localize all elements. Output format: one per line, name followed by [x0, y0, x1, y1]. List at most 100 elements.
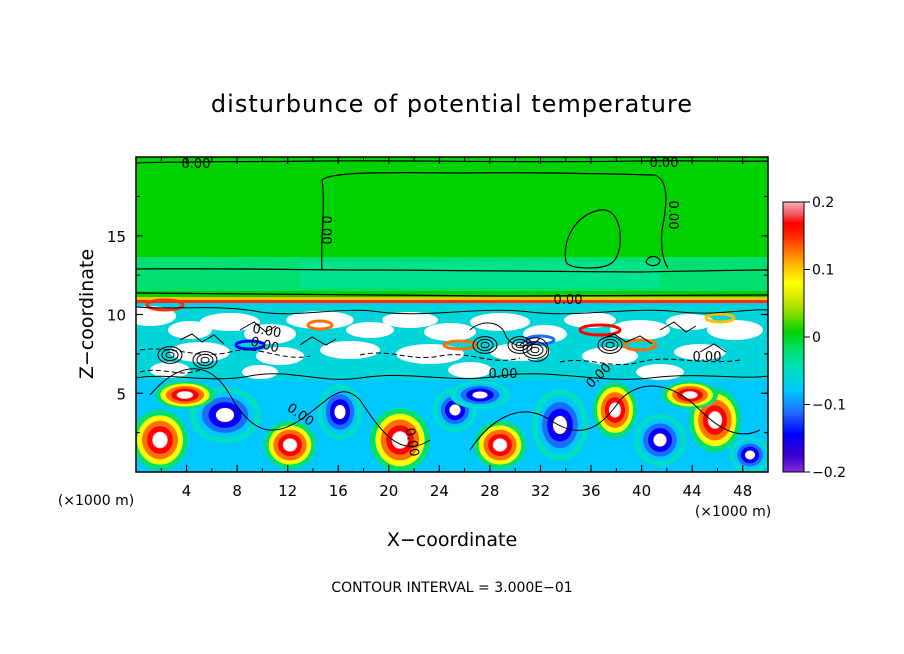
- mid-layer-band: [306, 319, 334, 331]
- x-tick-label: 20: [379, 482, 398, 500]
- contour-loop: [476, 338, 494, 352]
- contour-line: [136, 373, 768, 380]
- x-unit-label: (×1000 m): [695, 504, 771, 520]
- y-axis-label: Z−coordinate: [76, 249, 98, 379]
- colorbar-tick-label: 0: [812, 330, 821, 346]
- eddy-core: [653, 433, 667, 447]
- contour-loop: [526, 343, 544, 357]
- contour-line: [179, 321, 337, 346]
- contour-label: 0.00: [251, 322, 282, 342]
- z-tick-label: 10: [107, 307, 126, 325]
- colorbar-tick-label: −0.2: [812, 465, 846, 481]
- x-tick-label: 44: [683, 482, 702, 500]
- contour-loop: [480, 341, 490, 349]
- colorbar-tick-label: −0.1: [812, 398, 846, 414]
- contour-label: 0.00: [665, 201, 680, 230]
- mid-layer-band: [234, 339, 266, 351]
- mid-layer-patch: [346, 322, 394, 338]
- eddy-core: [683, 391, 697, 399]
- x-tick-label: 24: [430, 482, 449, 500]
- mid-layer-patch: [666, 314, 714, 330]
- contour-loop: [597, 336, 623, 354]
- x-tick-label: 8: [232, 482, 242, 500]
- x-tick-label: 16: [329, 482, 348, 500]
- contour-line: [599, 321, 727, 353]
- contour-label: 0.00: [318, 216, 333, 245]
- contour-loop: [157, 346, 183, 364]
- contour-line-dashed: [559, 358, 741, 365]
- eddy-core: [177, 391, 193, 399]
- mid-layer-patch: [396, 344, 464, 364]
- contour-line: [136, 306, 768, 315]
- contour-loop: [530, 346, 540, 354]
- contour-loop: [472, 336, 498, 354]
- eddy-core: [609, 403, 621, 417]
- z-unit-label: (×1000 m): [58, 493, 134, 509]
- mid-layer-patch: [150, 362, 190, 378]
- contour-loop: [522, 341, 548, 359]
- mid-layer-patch: [256, 347, 304, 365]
- x-tick-label: 12: [278, 482, 297, 500]
- contour-loop: [601, 338, 619, 352]
- contour-line-dashed: [359, 352, 521, 361]
- eddy-core: [216, 408, 234, 422]
- x-tick-label: 28: [480, 482, 499, 500]
- contour-label: 0.00: [402, 427, 422, 458]
- contour-label: 0.00: [182, 157, 211, 172]
- x-tick-label: 4: [182, 482, 192, 500]
- chart-title: disturbunce of potential temperature: [211, 90, 693, 118]
- contour-loop: [515, 341, 525, 349]
- contour-line: [469, 322, 550, 362]
- contour-loop: [192, 351, 218, 369]
- contour-label: 0.00: [489, 367, 518, 382]
- contour-line: [149, 368, 431, 447]
- mid-layer-patch: [448, 362, 492, 378]
- upper-contours: [136, 160, 768, 297]
- mid-layer-band: [704, 312, 736, 324]
- mid-layer-patch: [610, 320, 670, 340]
- contour-loop: [161, 348, 179, 362]
- mid-layer-band: [442, 339, 478, 351]
- eddy-core: [334, 405, 346, 419]
- mid-layer-band: [145, 298, 185, 312]
- eddy-core: [708, 412, 722, 428]
- mid-layer-patch: [523, 325, 567, 343]
- contour-label: 0.00: [249, 334, 281, 356]
- mid-layer-band: [622, 338, 658, 352]
- contour-labels: 0.00 0.000.000.000.000.000.000.000.000.00…: [182, 156, 722, 458]
- z-tick-label: 15: [107, 228, 126, 246]
- mid-layer-patch: [636, 364, 684, 380]
- eddy-core: [449, 404, 461, 416]
- x-tick-label: 40: [632, 482, 651, 500]
- contour-line: [469, 385, 761, 451]
- colorbar-gradient: [783, 202, 804, 472]
- colorbar-tick-label: 0.2: [812, 195, 834, 211]
- mid-layer-patch: [470, 313, 530, 331]
- eddy-core: [472, 391, 488, 399]
- heatmap-field: [136, 157, 768, 472]
- x-tick-label: 48: [733, 482, 752, 500]
- contour-loop: [196, 353, 214, 367]
- eddy-core: [493, 439, 507, 451]
- mid-layer-patch: [424, 323, 476, 341]
- mid-layer-patch: [168, 321, 212, 339]
- x-axis: 4 8 12 16 20 24 28 32 36 40 44 48: [160, 157, 752, 500]
- x-tick-label: 36: [581, 482, 600, 500]
- eddy-core: [745, 450, 755, 460]
- mid-layer-patch: [582, 347, 638, 365]
- z-tick-label: 5: [116, 385, 126, 403]
- colorbar-tick-label: 0.1: [812, 263, 834, 279]
- contour-loop: [200, 356, 210, 364]
- mid-layer-band: [578, 323, 622, 337]
- z-axis: 5 10 15: [107, 195, 768, 434]
- mid-layer-patch: [382, 312, 438, 328]
- x-tick-label: 32: [531, 482, 550, 500]
- contour-interval-note: CONTOUR INTERVAL = 3.000E−01: [331, 580, 572, 596]
- eddy-core: [392, 432, 408, 448]
- colorbar: 0.2 0.1 0 −0.1 −0.2: [782, 195, 846, 481]
- mid-layer-patch: [707, 320, 763, 340]
- x-axis-label: X−coordinate: [387, 529, 517, 551]
- eddy-core: [553, 416, 567, 434]
- contour-loop: [165, 351, 175, 359]
